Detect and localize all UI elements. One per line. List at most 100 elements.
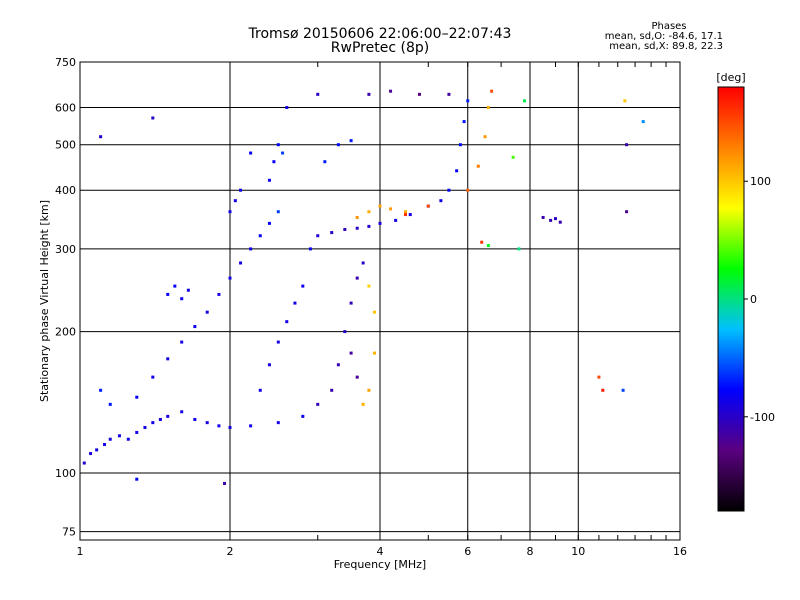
data-point bbox=[343, 227, 347, 231]
data-point bbox=[301, 414, 305, 418]
data-point bbox=[458, 143, 462, 147]
data-point bbox=[151, 375, 155, 379]
data-point bbox=[205, 310, 209, 314]
y-tick-label: 200 bbox=[55, 326, 76, 339]
colorbar-tick-label: 0 bbox=[750, 293, 757, 306]
data-point bbox=[276, 421, 280, 425]
y-tick-label: 500 bbox=[55, 139, 76, 152]
data-point bbox=[336, 363, 340, 367]
data-point bbox=[308, 247, 312, 251]
data-point bbox=[166, 414, 170, 418]
data-point bbox=[355, 375, 359, 379]
axis-ticks: 1 2 4 6 8 10 16 75 100 200 300 400 500 600 750 bbox=[55, 56, 687, 558]
colorbar-tick-label: -100 bbox=[750, 411, 775, 424]
y-tick-label: 300 bbox=[55, 243, 76, 256]
data-point bbox=[330, 231, 334, 235]
data-point bbox=[367, 210, 371, 214]
data-points bbox=[82, 89, 645, 485]
data-point bbox=[281, 151, 285, 155]
data-point bbox=[378, 221, 382, 225]
x-tick-label: 16 bbox=[673, 545, 687, 558]
data-point bbox=[151, 116, 155, 120]
x-tick-label: 1 bbox=[77, 545, 84, 558]
chart-subtitle: RwPretec (8p) bbox=[330, 40, 430, 56]
data-point bbox=[343, 330, 347, 334]
data-point bbox=[447, 92, 451, 96]
data-point bbox=[455, 169, 459, 173]
data-point bbox=[276, 143, 280, 147]
data-point bbox=[249, 424, 253, 428]
data-point bbox=[601, 388, 605, 392]
data-point bbox=[166, 357, 170, 361]
data-point bbox=[367, 388, 371, 392]
data-point bbox=[267, 178, 271, 182]
data-point bbox=[367, 92, 371, 96]
data-point bbox=[285, 106, 289, 110]
data-point bbox=[180, 410, 184, 414]
data-point bbox=[239, 261, 243, 265]
x-tick-label: 8 bbox=[527, 545, 534, 558]
data-point bbox=[193, 325, 197, 329]
data-point bbox=[166, 292, 170, 296]
colorbar-tick-label: 100 bbox=[750, 175, 771, 188]
y-axis-label: Stationary phase Virtual Height [km] bbox=[38, 200, 51, 402]
data-point bbox=[276, 340, 280, 344]
grid bbox=[80, 62, 680, 540]
data-point bbox=[553, 217, 557, 221]
data-point bbox=[486, 106, 490, 110]
chart-title-line1: Tromsø 20150606 22:06:00–22:07:43 bbox=[248, 26, 512, 42]
y-tick-label: 750 bbox=[55, 56, 76, 69]
data-point bbox=[228, 276, 232, 280]
data-point bbox=[330, 388, 334, 392]
data-point bbox=[180, 297, 184, 301]
data-point bbox=[285, 320, 289, 324]
data-point bbox=[349, 351, 353, 355]
data-point bbox=[466, 188, 470, 192]
data-point bbox=[349, 301, 353, 305]
data-point bbox=[99, 388, 103, 392]
colorbar-ticks: 100 0 -100 bbox=[744, 175, 775, 424]
data-point bbox=[466, 99, 470, 103]
data-point bbox=[135, 477, 139, 481]
data-point bbox=[641, 120, 645, 124]
data-point bbox=[135, 395, 139, 399]
data-point bbox=[267, 363, 271, 367]
data-point bbox=[233, 199, 237, 203]
data-point bbox=[99, 135, 103, 139]
data-point bbox=[143, 425, 147, 429]
data-point bbox=[486, 244, 490, 248]
data-point bbox=[323, 160, 327, 164]
data-point bbox=[623, 99, 627, 103]
data-point bbox=[126, 437, 130, 441]
data-point bbox=[267, 221, 271, 225]
data-point bbox=[355, 226, 359, 230]
data-point bbox=[228, 425, 232, 429]
data-point bbox=[361, 402, 365, 406]
y-tick-label: 75 bbox=[62, 526, 76, 539]
data-point bbox=[173, 284, 177, 288]
data-point bbox=[108, 437, 112, 441]
data-point bbox=[95, 448, 99, 452]
data-point bbox=[549, 218, 553, 222]
data-point bbox=[217, 424, 221, 428]
data-point bbox=[408, 213, 412, 217]
data-point bbox=[293, 301, 297, 305]
data-point bbox=[621, 388, 625, 392]
data-point bbox=[276, 210, 280, 214]
data-point bbox=[361, 261, 365, 265]
x-tick-label: 10 bbox=[571, 545, 585, 558]
data-point bbox=[558, 220, 562, 224]
x-axis-label: Frequency [MHz] bbox=[334, 558, 426, 571]
data-point bbox=[186, 288, 190, 292]
data-point bbox=[180, 340, 184, 344]
data-point bbox=[82, 461, 86, 465]
phase-annotation-line1: mean, sd,O: -84.6, 17.1 bbox=[604, 31, 723, 42]
data-point bbox=[108, 402, 112, 406]
data-point bbox=[89, 452, 93, 456]
y-tick-label: 100 bbox=[55, 467, 76, 480]
data-point bbox=[258, 388, 262, 392]
data-point bbox=[151, 421, 155, 425]
data-point bbox=[523, 99, 527, 103]
data-point bbox=[511, 155, 515, 159]
